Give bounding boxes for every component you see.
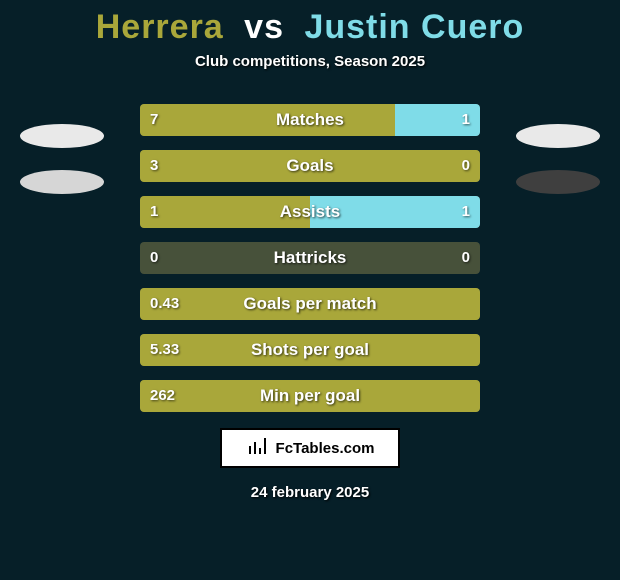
stat-label: Goals per match [140, 288, 480, 320]
club-badge-right [516, 170, 600, 194]
club-badge-left [20, 124, 104, 148]
stat-row: 11Assists [140, 196, 480, 228]
stat-label: Hattricks [140, 242, 480, 274]
brand-badge: FcTables.com [220, 428, 400, 468]
date-text: 24 february 2025 [0, 484, 620, 501]
stat-row: 262Min per goal [140, 380, 480, 412]
stat-row: 71Matches [140, 104, 480, 136]
stat-label: Shots per goal [140, 334, 480, 366]
stat-row: 0.43Goals per match [140, 288, 480, 320]
club-badge-left [20, 170, 104, 194]
stat-label: Goals [140, 150, 480, 182]
stats-container: 71Matches 30Goals 11Assists 00Hattricks 0.43… [0, 104, 620, 412]
stat-label: Matches [140, 104, 480, 136]
stat-row: 30Goals [140, 150, 480, 182]
player1-name: Herrera [96, 8, 224, 46]
subtitle: Club competitions, Season 2025 [0, 53, 620, 70]
brand-text: FcTables.com [276, 440, 375, 457]
player2-name: Justin Cuero [304, 8, 524, 46]
stat-label: Min per goal [140, 380, 480, 412]
club-badge-right [516, 124, 600, 148]
page-title: Herrera vs Justin Cuero [0, 0, 620, 47]
stat-label: Assists [140, 196, 480, 228]
bars-icon [246, 434, 270, 463]
stat-row: 00Hattricks [140, 242, 480, 274]
vs-text: vs [244, 8, 284, 46]
stat-row: 5.33Shots per goal [140, 334, 480, 366]
